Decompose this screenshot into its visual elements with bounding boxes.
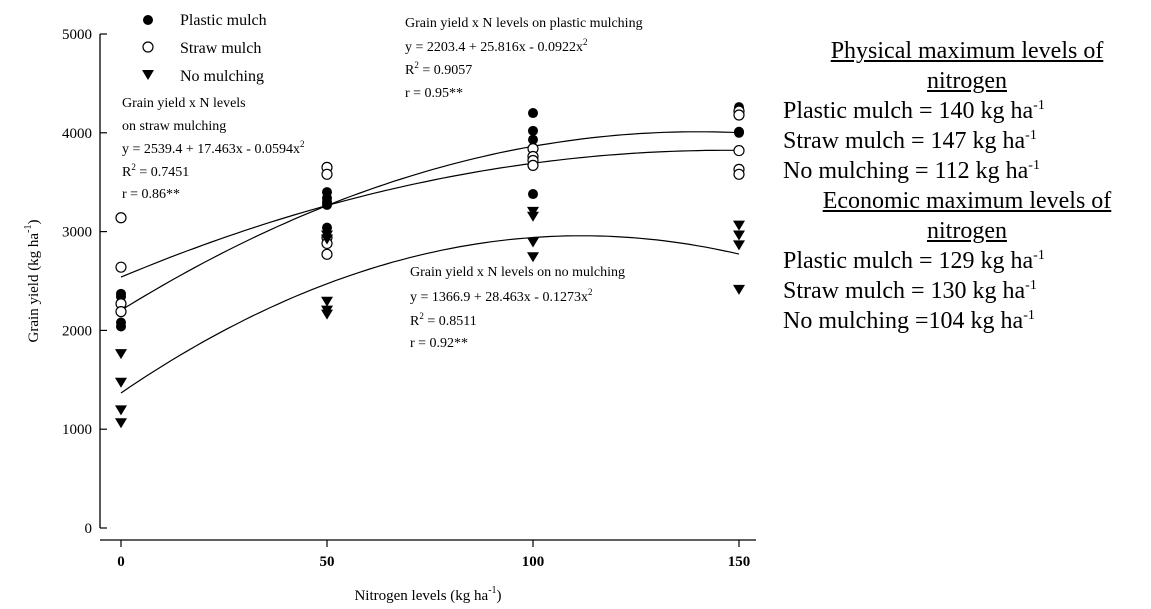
y-tick-label: 4000 <box>62 126 92 142</box>
point-plastic <box>322 199 332 210</box>
physical-nomulch-line: No mulching = 112 kg ha-1 <box>783 158 1040 184</box>
legend-straw-label: Straw mulch <box>180 40 261 57</box>
point-straw <box>733 168 745 180</box>
annotation-plastic: Grain yield x N levels on plastic mulchi… <box>405 16 643 101</box>
legend-nomulch-label: No mulching <box>180 68 264 85</box>
physical-max-header: Physical maximum levels of <box>830 38 1104 64</box>
y-tick-label: 0 <box>85 521 93 537</box>
fit-curves <box>120 131 740 394</box>
point-plastic <box>322 222 332 233</box>
annotation-plastic-r: r = 0.95** <box>405 86 463 101</box>
x-axis-title: Nitrogen levels (kg ha-1) <box>354 585 501 604</box>
data-points <box>115 102 745 429</box>
point-nomulch <box>527 252 539 263</box>
point-nomulch <box>115 349 127 360</box>
legend-straw-marker <box>142 41 154 53</box>
fit-curve-plastic <box>120 131 740 311</box>
nitrogen-levels-panel: Physical maximum levels of nitrogen Plas… <box>783 36 1151 336</box>
point-straw <box>321 168 333 180</box>
point-straw <box>115 261 127 273</box>
annotation-straw-r2: R2 = 0.7451 <box>122 162 189 180</box>
y-ticks: 0 1000 2000 3000 4000 5000 <box>62 27 107 537</box>
point-plastic <box>528 189 538 200</box>
annotation-plastic-r2: R2 = 0.9057 <box>405 60 472 78</box>
point-nomulch <box>733 284 745 295</box>
point-straw <box>115 212 127 224</box>
point-straw <box>321 248 333 260</box>
x-tick-label: 100 <box>522 554 545 570</box>
point-plastic <box>528 108 538 119</box>
legend-plastic-marker <box>143 15 153 25</box>
point-straw <box>733 109 745 121</box>
point-nomulch <box>115 418 127 429</box>
annotation-straw-title-1: Grain yield x N levels <box>122 96 246 111</box>
economic-max-header: Economic maximum levels of <box>822 188 1112 214</box>
x-tick-label: 150 <box>728 554 751 570</box>
point-plastic <box>734 127 744 138</box>
yield-chart: 0 1000 2000 3000 4000 5000 0 50 100 150 Nitrogen… <box>23 12 756 604</box>
annotation-plastic-title: Grain yield x N levels on plastic mulchi… <box>405 16 643 31</box>
annotation-plastic-equation: y = 2203.4 + 25.816x - 0.0922x2 <box>405 37 587 55</box>
y-axis-title: Grain yield (kg ha-1) <box>23 220 42 343</box>
physical-plastic-line: Plastic mulch = 140 kg ha-1 <box>783 98 1045 124</box>
point-nomulch <box>115 405 127 416</box>
point-plastic <box>116 321 126 332</box>
legend-plastic-label: Plastic mulch <box>180 12 267 29</box>
point-straw <box>527 159 539 172</box>
x-tick-label: 50 <box>320 554 335 570</box>
x-tick-label: 0 <box>117 554 125 570</box>
economic-max-header-2: nitrogen <box>927 218 1007 244</box>
point-nomulch <box>115 377 127 388</box>
y-tick-label: 1000 <box>62 422 92 438</box>
point-nomulch <box>733 230 745 241</box>
annotation-straw-r: r = 0.86** <box>122 187 180 202</box>
axes <box>99 34 756 541</box>
economic-straw-line: Straw mulch = 130 kg ha-1 <box>783 278 1037 304</box>
annotation-straw: Grain yield x N levels on straw mulching… <box>122 96 304 202</box>
physical-max-header-2: nitrogen <box>927 68 1007 94</box>
x-ticks: 0 50 100 150 <box>117 540 750 570</box>
y-tick-label: 5000 <box>62 27 92 43</box>
fit-curve-straw <box>120 149 740 278</box>
point-nomulch <box>733 220 745 231</box>
point-nomulch <box>527 211 539 222</box>
legend: Plastic mulch Straw mulch No mulching <box>142 12 267 85</box>
y-tick-label: 2000 <box>62 323 92 339</box>
physical-straw-line: Straw mulch = 147 kg ha-1 <box>783 128 1037 154</box>
point-nomulch <box>733 240 745 251</box>
point-plastic <box>528 134 538 145</box>
annotation-nomulch-r2: R2 = 0.8511 <box>410 311 477 329</box>
annotation-nomulch-title: Grain yield x N levels on no mulching <box>410 265 625 280</box>
legend-nomulch-marker <box>142 70 154 80</box>
point-nomulch <box>321 234 333 245</box>
fit-curve-nomulch <box>120 235 740 394</box>
point-straw <box>733 144 745 157</box>
economic-nomulch-line: No mulching =104 kg ha-1 <box>783 308 1035 334</box>
point-straw <box>115 306 127 318</box>
annotation-nomulch-r: r = 0.92** <box>410 336 468 351</box>
annotation-nomulch-equation: y = 1366.9 + 28.463x - 0.1273x2 <box>410 287 592 305</box>
economic-plastic-line: Plastic mulch = 129 kg ha-1 <box>783 248 1045 274</box>
point-nomulch <box>321 296 333 307</box>
annotation-straw-title-2: on straw mulching <box>122 119 226 134</box>
annotation-nomulch: Grain yield x N levels on no mulching y … <box>410 265 625 351</box>
point-nomulch <box>527 237 539 248</box>
annotation-straw-equation: y = 2539.4 + 17.463x - 0.0594x2 <box>122 139 304 157</box>
point-nomulch <box>321 309 333 320</box>
point-plastic <box>528 125 538 136</box>
y-tick-label: 3000 <box>62 225 92 241</box>
